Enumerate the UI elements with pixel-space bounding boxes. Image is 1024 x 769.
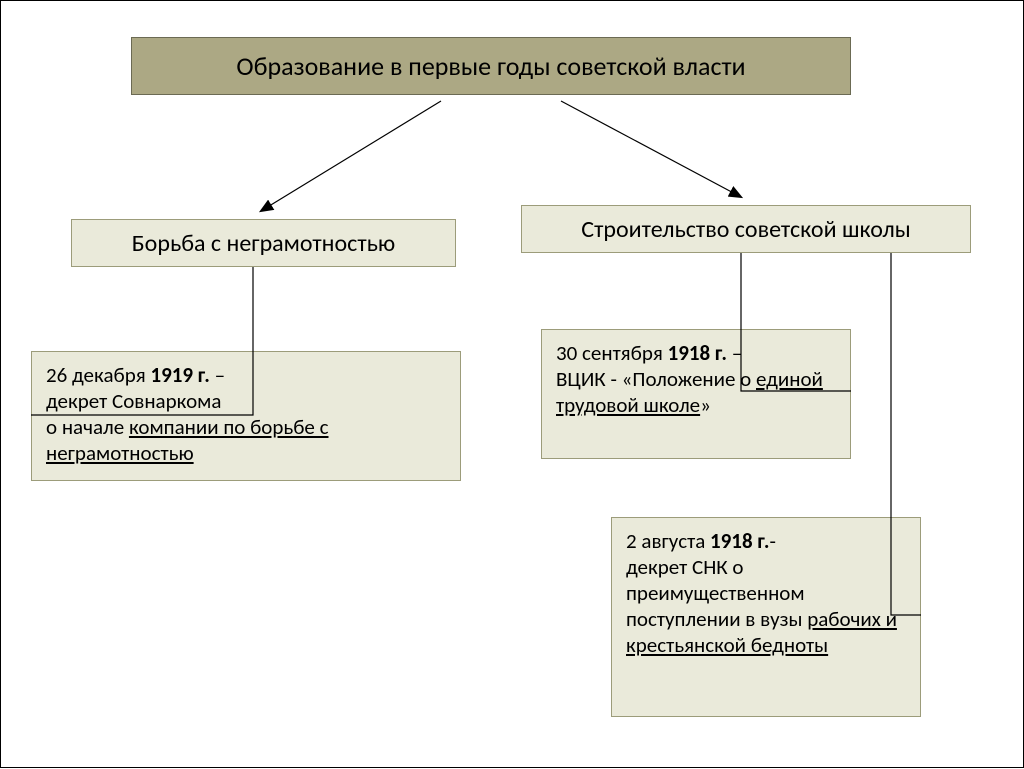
leaf-1-line1-suffix: –	[210, 362, 225, 388]
leaf-2-box: 30 сентября 1918 г. – ВЦИК - «Положение …	[541, 329, 851, 459]
branch-left-label: Борьба с неграмотностью	[132, 229, 395, 258]
leaf-3-line2: декрет СНК о преимущественном поступлени…	[626, 554, 807, 632]
leaf-3-box: 2 августа 1918 г.- декрет СНК о преимуще…	[611, 517, 921, 717]
branch-right-box: Строительство советской школы	[521, 205, 971, 253]
leaf-1-date-bold: 1919 г.	[150, 362, 209, 388]
leaf-1-line3-prefix: о начале	[46, 414, 129, 440]
leaf-2-line2-prefix: ВЦИК - «Положение о	[556, 366, 756, 392]
leaf-3-line1-suffix: -	[770, 528, 776, 554]
leaf-1-box: 26 декабря 1919 г. – декрет Совнаркома о…	[31, 351, 461, 481]
leaf-3-date-prefix: 2 августа	[626, 528, 710, 554]
title-text: Образование в первые годы советской влас…	[236, 50, 745, 82]
branch-left-box: Борьба с неграмотностью	[71, 219, 456, 267]
branch-right-label: Строительство советской школы	[581, 215, 910, 244]
leaf-1-date-prefix: 26 декабря	[46, 362, 150, 388]
leaf-2-date-prefix: 30 сентября	[556, 340, 668, 366]
leaf-2-line1-suffix: –	[727, 340, 742, 366]
leaf-2-line2-suffix: »	[700, 392, 711, 418]
leaf-1-line2: декрет Совнаркома	[46, 388, 221, 414]
leaf-3-date-bold: 1918 г.	[710, 528, 769, 554]
leaf-2-date-bold: 1918 г.	[668, 340, 727, 366]
title-box: Образование в первые годы советской влас…	[131, 37, 851, 95]
